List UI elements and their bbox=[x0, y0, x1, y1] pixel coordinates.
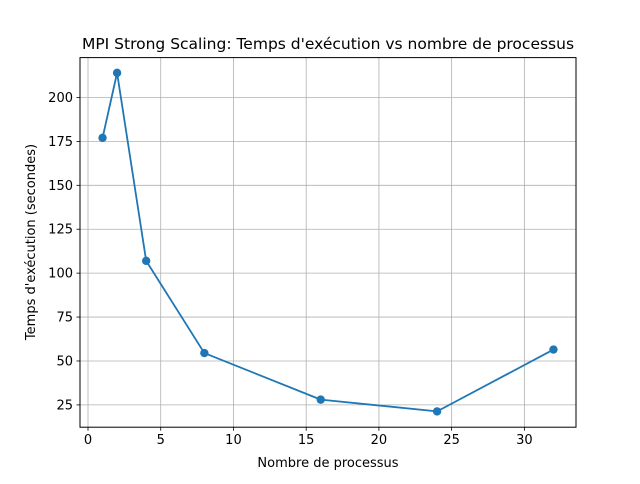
x-tick-label: 30 bbox=[516, 433, 533, 448]
x-tick-label: 25 bbox=[443, 433, 460, 448]
data-point bbox=[141, 256, 151, 266]
y-tick-label: 25 bbox=[56, 398, 73, 413]
y-tick-label: 200 bbox=[48, 91, 73, 106]
y-axis-label: Temps d'exécution (secondes) bbox=[24, 144, 39, 341]
x-tick-label: 5 bbox=[157, 433, 165, 448]
data-point bbox=[432, 407, 442, 416]
plot-frame bbox=[79, 57, 577, 428]
y-tick-label: 150 bbox=[48, 179, 73, 194]
x-tick-label: 20 bbox=[371, 433, 388, 448]
x-tick-label: 0 bbox=[84, 433, 92, 448]
data-point bbox=[200, 348, 209, 358]
x-tick-label: 10 bbox=[225, 433, 242, 448]
data-point bbox=[549, 345, 558, 354]
chart-title: MPI Strong Scaling: Temps d'exécution vs… bbox=[82, 35, 574, 53]
data-point bbox=[316, 395, 325, 404]
x-tick-label: 15 bbox=[298, 433, 315, 448]
series-layer bbox=[98, 68, 558, 416]
ticks: 0 5 10 15 20 25 30 25 50 75 100 125 150 175 200 bbox=[48, 91, 532, 448]
y-tick-label: 125 bbox=[48, 223, 73, 238]
grid bbox=[80, 57, 576, 428]
x-axis-label: Nombre de processus bbox=[257, 456, 398, 471]
y-tick-label: 75 bbox=[56, 311, 73, 326]
y-tick-label: 100 bbox=[48, 267, 73, 282]
y-tick-label: 175 bbox=[48, 135, 73, 150]
y-tick-label: 50 bbox=[56, 354, 73, 369]
data-point bbox=[112, 68, 122, 78]
data-point bbox=[98, 133, 107, 143]
